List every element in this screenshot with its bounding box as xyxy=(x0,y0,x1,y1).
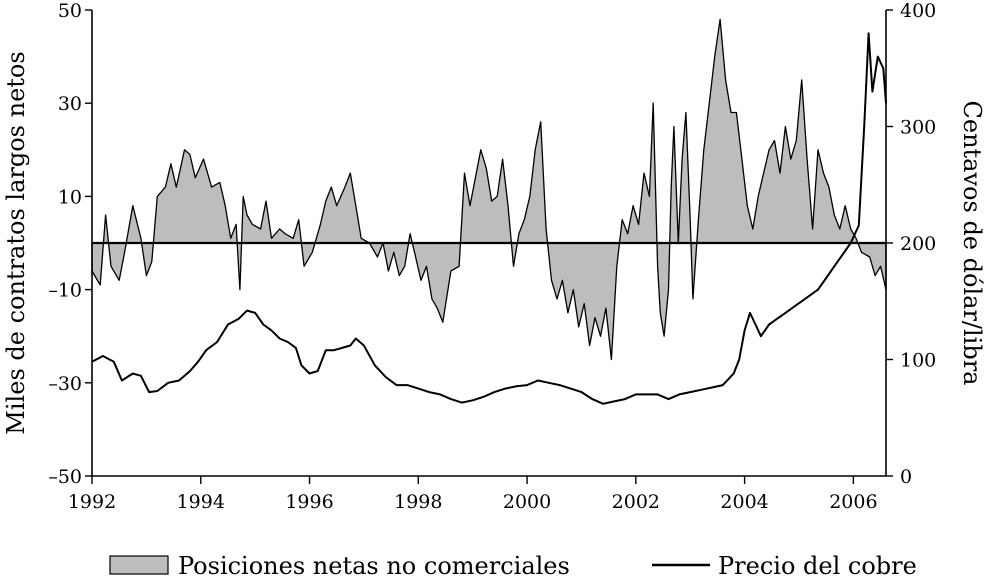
y-left-tick-label: 10 xyxy=(58,186,82,208)
y-left-tick-label: 30 xyxy=(58,93,82,115)
tick-labels-layer: –50 –30 –10 10 30 50 0 100 200 300 400 1992 1994 1996… xyxy=(48,0,936,513)
y-left-tick-label: –50 xyxy=(48,466,82,488)
x-tick-label: 2006 xyxy=(829,491,877,513)
y-right-tick-label: 100 xyxy=(900,350,936,372)
x-tick-label: 1992 xyxy=(68,491,116,513)
y-left-tick-label: 50 xyxy=(58,0,82,22)
x-tick-label: 2002 xyxy=(612,491,660,513)
x-tick-label: 1998 xyxy=(394,491,442,513)
x-tick-label: 1996 xyxy=(285,491,333,513)
y-right-tick-label: 300 xyxy=(900,117,936,139)
y-right-tick-label: 0 xyxy=(900,466,912,488)
x-tick-label: 2004 xyxy=(720,491,768,513)
net-positions-area xyxy=(91,18,887,361)
y-left-tick-label: –30 xyxy=(48,373,82,395)
net-positions-area-layer xyxy=(91,18,887,361)
legend-swatch-area xyxy=(109,555,169,575)
y-right-axis-title: Centavos de dólar/libra xyxy=(958,101,984,386)
copper-price-line xyxy=(91,32,887,405)
legend: Posiciones netas no comerciales Precio d… xyxy=(109,552,917,578)
axes-layer xyxy=(85,9,893,484)
y-right-tick-label: 200 xyxy=(900,233,936,255)
y-left-axis-title: Miles de contratos largos netos xyxy=(2,51,30,434)
legend-label-area: Posiciones netas no comerciales xyxy=(178,552,570,578)
legend-label-line: Precio del cobre xyxy=(718,552,917,578)
x-tick-label: 1994 xyxy=(177,491,225,513)
y-right-tick-label: 400 xyxy=(900,0,936,22)
y-left-tick-label: –10 xyxy=(48,280,82,302)
x-tick-label: 2000 xyxy=(503,491,551,513)
copper-price-line-layer xyxy=(91,32,887,405)
